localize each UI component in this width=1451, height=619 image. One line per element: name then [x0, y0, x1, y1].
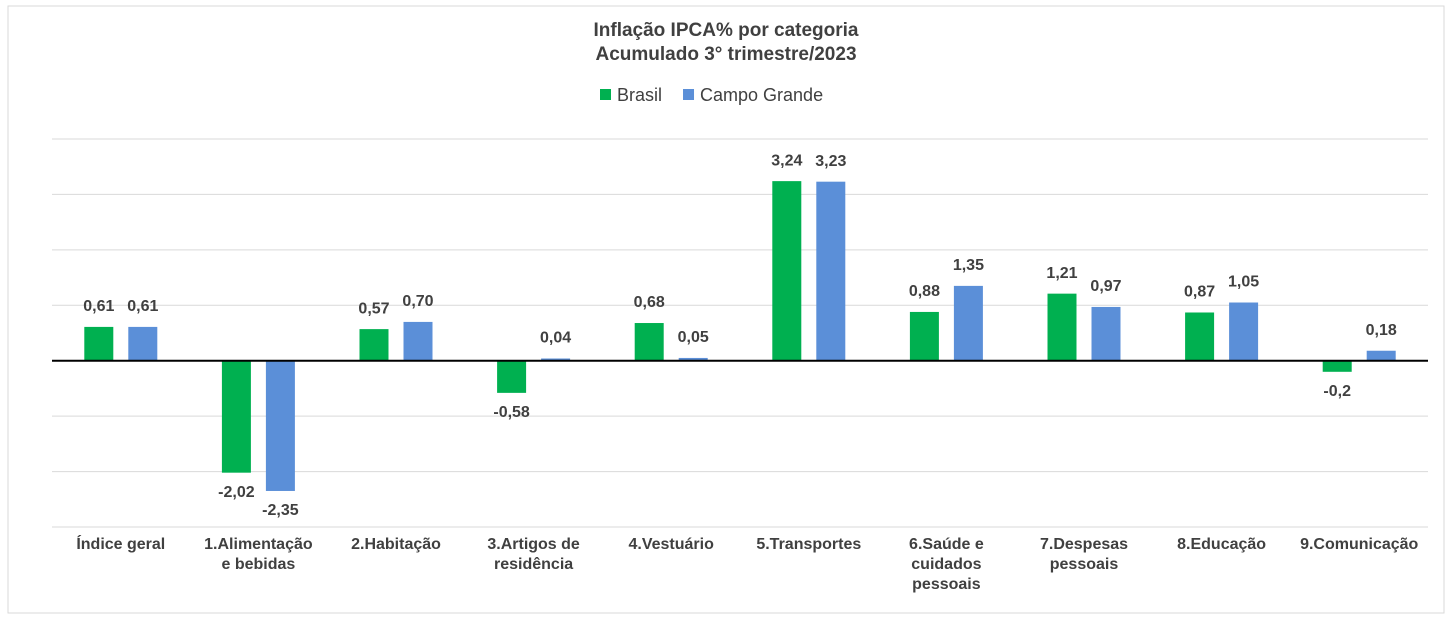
x-tick-label: 7.Despesas pessoais: [1040, 536, 1128, 573]
chart-subtitle: Acumulado 3° trimestre/2023: [595, 44, 856, 65]
data-label: -0,58: [493, 404, 530, 421]
data-label: 1,21: [1046, 265, 1077, 282]
bar: [1185, 312, 1215, 361]
bar: [678, 357, 708, 361]
legend-swatch: [683, 89, 695, 100]
x-tick-label: 2.Habitação: [351, 536, 441, 553]
bar: [1229, 302, 1259, 361]
legend-label: Campo Grande: [700, 85, 823, 105]
data-label: 0,04: [540, 330, 571, 347]
x-tick-label: Índice geral: [76, 534, 165, 553]
bar: [909, 311, 939, 361]
legend-label: Brasil: [617, 85, 662, 105]
bar: [359, 329, 389, 361]
data-label: 0,97: [1090, 278, 1121, 295]
data-label: 0,88: [909, 283, 940, 300]
data-label: -2,35: [262, 502, 299, 519]
chart-frame: [7, 5, 1445, 614]
x-tick-label: 5.Transportes: [756, 536, 861, 553]
bar: [816, 181, 846, 361]
data-label: 0,61: [127, 298, 158, 315]
bar: [128, 326, 158, 361]
data-label: 3,23: [815, 153, 846, 170]
bar: [953, 285, 983, 361]
legend-swatch: [600, 89, 611, 100]
bar: [497, 360, 527, 393]
data-label: 3,24: [771, 152, 802, 169]
data-label: -2,02: [218, 484, 255, 501]
x-tick-label: 1.Alimentação e bebidas: [204, 536, 313, 573]
chart-title: Inflação IPCA% por categoria: [593, 20, 858, 41]
bar: [84, 326, 114, 361]
data-label: 1,05: [1228, 274, 1259, 291]
x-tick-label: 4.Vestuário: [629, 536, 715, 553]
bar: [1322, 360, 1352, 372]
bar: [1366, 350, 1396, 361]
bar: [1091, 306, 1121, 361]
x-tick-label: 9.Comunicação: [1300, 536, 1418, 553]
data-label: 0,70: [402, 293, 433, 310]
x-tick-label: 3.Artigos de residência: [487, 536, 580, 573]
bar: [634, 323, 664, 361]
bar: [221, 360, 251, 473]
x-tick-label: 8.Educação: [1177, 536, 1266, 553]
data-label: 0,18: [1366, 322, 1397, 339]
bar: [403, 321, 433, 361]
bar: [772, 181, 802, 361]
bar: [541, 358, 571, 361]
data-label: 0,87: [1184, 284, 1215, 301]
x-tick-label: 6.Saúde e cuidados pessoais: [909, 536, 984, 593]
data-label: -0,2: [1323, 383, 1351, 400]
data-label: 0,68: [634, 294, 665, 311]
data-label: 1,35: [953, 257, 984, 274]
bar: [1047, 293, 1077, 361]
data-label: 0,57: [358, 300, 389, 317]
data-label: 0,05: [678, 329, 709, 346]
bar: [265, 360, 295, 491]
data-label: 0,61: [83, 298, 114, 315]
